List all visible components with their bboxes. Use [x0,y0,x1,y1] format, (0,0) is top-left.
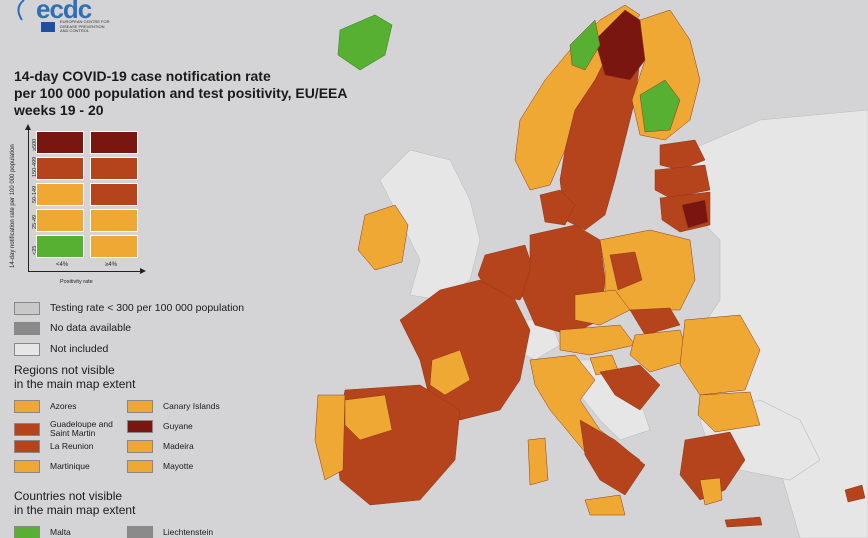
x-tick-high: ≥4% [105,262,117,268]
matrix-y-axis [28,128,29,272]
poland-region [599,229,696,311]
legend-guyane: Guyane [127,419,193,433]
ecdc-logo-arc [17,0,25,21]
matrix-cell [90,209,138,232]
legend-swatch [14,459,40,473]
greece-orange [699,477,723,506]
italy-south [579,419,646,496]
legend-swatch [127,419,153,433]
matrix-cell [36,235,84,258]
benelux-region [477,244,536,301]
matrix-y-arrow [25,124,31,130]
not-included-land [337,14,868,538]
regions-heading: Regions not visible in the main map exte… [14,363,136,391]
legend-swatch [14,342,40,356]
austria-region [559,324,636,356]
czechia-region [574,289,631,326]
matrix-cell [90,157,138,180]
legend-canary-islands: Canary Islands [127,399,220,413]
matrix-cell [90,131,138,154]
romania-region [679,314,761,396]
poland-red [609,251,643,291]
hungary-region [629,329,691,373]
logo-text: ecdc [36,0,92,24]
croatia-region [599,364,661,411]
estonia-region [659,139,706,171]
legend-testing-rate: Testing rate < 300 per 100 000 populatio… [14,301,244,315]
matrix-x-arrow [140,268,146,274]
lithuania-darkred [681,199,709,229]
legend-liechtenstein: Liechtenstein [127,525,213,538]
cyprus [844,484,866,503]
spain-orange [344,394,393,441]
legend-azores: Azores [14,399,76,413]
x-tick-low: <4% [56,262,69,268]
denmark-region [539,189,576,226]
legend-not-included: Not included [14,342,108,356]
legend-swatch [14,301,40,315]
legend-guadeloupe: Guadeloupe and Saint Martin [14,419,128,439]
ireland-region [357,204,409,271]
finland-green [639,79,681,133]
legend-la-reunion: La Reunion [14,439,93,453]
eu-flag-icon [41,22,55,32]
matrix-cell [90,235,138,258]
matrix-cell [36,131,84,154]
matrix-x-title: Positivity rate [60,279,93,285]
portugal-region [314,394,346,481]
legend-mayotte: Mayotte [127,459,193,473]
latvia-region [654,164,711,199]
legend-swatch [14,525,40,538]
sicily [584,494,626,516]
map-title: 14-day COVID-19 case notification rate p… [14,68,374,119]
bulgaria-region [697,391,761,433]
legend-no-data: No data available [14,321,131,335]
norway-north-green [569,19,601,71]
legend-swatch [14,321,40,335]
countries-heading: Countries not visible in the main map ex… [14,489,136,517]
legend-swatch [127,525,153,538]
eu-regions [314,4,866,528]
legend-swatch [127,399,153,413]
title-line-3: weeks 19 - 20 [14,102,104,118]
legend-swatch [14,422,40,436]
matrix-cell [90,183,138,206]
legend-swatch [14,439,40,453]
france-orange [429,349,471,396]
legend-martinique: Martinique [14,459,90,473]
title-line-1: 14-day COVID-19 case notification rate [14,68,271,84]
greece-region [679,431,746,501]
matrix-cell [36,209,84,232]
matrix-cell [36,157,84,180]
slovakia-region [629,307,681,336]
legend-malta: Malta [14,525,71,538]
legend-swatch [127,459,153,473]
matrix-x-axis [28,271,144,272]
logo-subtitle: EUROPEAN CENTRE FOR DISEASE PREVENTION A… [60,19,110,33]
sardinia [527,437,549,486]
title-line-2: per 100 000 population and test positivi… [14,85,348,101]
legend-swatch [14,399,40,413]
legend-swatch [127,439,153,453]
crete [724,516,763,528]
matrix-cell [36,183,84,206]
legend-madeira: Madeira [127,439,194,453]
matrix-y-title: 14-day notification rate per 100 000 pop… [10,144,16,268]
ecdc-logo: ecdc EUROPEAN CENTRE FOR DISEASE PREVENT… [8,0,128,40]
